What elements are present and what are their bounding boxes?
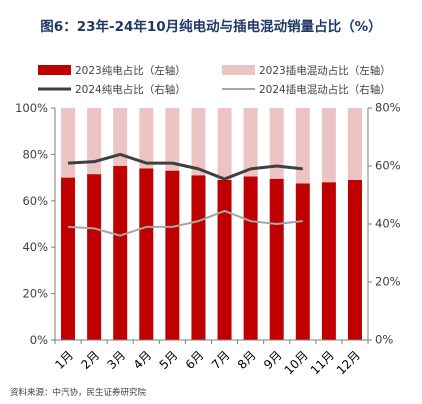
bar-bev-2023-1 (61, 177, 76, 340)
y-right-tick-label: 40% (375, 217, 401, 231)
legend-item: 2023纯电占比（左轴） (38, 64, 186, 77)
line-bev-2024 (67, 152, 303, 181)
bar-phev-2023-4 (139, 108, 154, 169)
y-left-tick-label: 40% (22, 240, 48, 254)
x-tick-label: 12月 (334, 348, 363, 377)
bar-phev-2023-5 (165, 108, 180, 171)
bar-phev-2023-12 (347, 108, 362, 180)
x-tick-label: 10月 (282, 348, 311, 377)
bar-bev-2023-11 (321, 182, 336, 340)
legend-label: 2024纯电占比（右轴） (75, 83, 186, 96)
y-left-tick-label: 100% (15, 101, 48, 115)
y-right-tick-label: 20% (375, 275, 401, 289)
x-tick-label: 8月 (235, 348, 259, 372)
x-tick-label: 5月 (157, 348, 181, 372)
legend-item: 2023插电混动占比（左轴） (222, 64, 391, 77)
bar-bev-2023-4 (139, 168, 154, 340)
bar-bev-2023-9 (269, 178, 284, 340)
bar-phev-2023-9 (269, 108, 284, 179)
bar-phev-2023-1 (61, 108, 76, 178)
legend-swatch (222, 65, 255, 75)
bar-phev-2023-10 (295, 108, 310, 184)
bar-phev-2023-8 (243, 108, 258, 177)
bar-phev-2023-7 (217, 108, 232, 180)
x-tick-label: 2月 (78, 348, 102, 372)
x-tick-label: 6月 (183, 348, 207, 372)
y-left-tick-label: 60% (22, 194, 48, 208)
bar-phev-2023-11 (321, 108, 336, 183)
y-left-tick-label: 80% (22, 147, 48, 161)
source-note: 资料来源：中汽协，民生证券研究院 (10, 387, 147, 398)
chart-title: 图6：23年-24年10月纯电动与插电混动销量占比（%） (40, 18, 381, 35)
bar-bev-2023-2 (87, 174, 102, 340)
bar-bev-2023-5 (165, 170, 180, 340)
y-left-tick-label: 0% (30, 333, 48, 347)
legend-item: 2024纯电占比（右轴） (38, 83, 186, 96)
x-tick-label: 4月 (131, 348, 155, 372)
legend: 2023纯电占比（左轴） 2023插电混动占比（左轴） 2024纯电占比（右轴） 20… (38, 64, 391, 96)
x-tick-label: 3月 (104, 348, 128, 372)
x-tick-label: 7月 (209, 348, 233, 372)
bar-bev-2023-12 (347, 179, 362, 340)
legend-item: 2024插电混动占比（右轴） (222, 83, 391, 96)
y-right-tick-label: 60% (375, 159, 401, 173)
bar-bev-2023-7 (217, 179, 232, 340)
plot-area (61, 108, 362, 340)
bar-bev-2023-6 (191, 175, 206, 340)
bar-phev-2023-6 (191, 108, 206, 176)
legend-swatch (38, 65, 71, 75)
y-left-tick-label: 20% (22, 287, 48, 301)
y-right-tick-label: 0% (375, 333, 393, 347)
legend-label: 2023纯电占比（左轴） (75, 64, 186, 77)
x-tick-label: 1月 (52, 348, 76, 372)
x-tick-label: 11月 (308, 348, 337, 377)
line-phev-2024 (67, 209, 303, 237)
legend-label: 2024插电混动占比（右轴） (259, 83, 391, 96)
bar-bev-2023-3 (113, 166, 128, 340)
legend-label: 2023插电混动占比（左轴） (259, 64, 391, 77)
bar-phev-2023-2 (87, 108, 102, 175)
bar-bev-2023-10 (295, 183, 310, 340)
bar-phev-2023-3 (113, 108, 128, 166)
bar-bev-2023-8 (243, 176, 258, 340)
y-right-tick-label: 80% (375, 101, 401, 115)
